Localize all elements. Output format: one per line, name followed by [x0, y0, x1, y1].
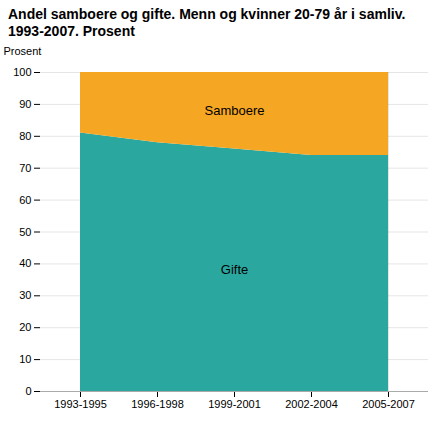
svg-text:10: 10 [19, 353, 31, 365]
svg-text:1993-1995: 1993-1995 [54, 398, 107, 410]
svg-text:60: 60 [19, 194, 31, 206]
svg-text:50: 50 [19, 226, 31, 238]
svg-text:Prosent: Prosent [4, 45, 42, 57]
svg-text:70: 70 [19, 162, 31, 174]
svg-text:100: 100 [13, 66, 31, 78]
svg-text:30: 30 [19, 289, 31, 301]
svg-text:40: 40 [19, 257, 31, 269]
svg-text:2005-2007: 2005-2007 [362, 398, 415, 410]
svg-text:1996-1998: 1996-1998 [131, 398, 184, 410]
svg-text:Gifte: Gifte [221, 262, 248, 277]
svg-text:20: 20 [19, 321, 31, 333]
html-text:Andel samboere og gifte. Menn: Andel samboere og gifte. Menn og kvinner… [8, 6, 406, 39]
svg-text:1999-2001: 1999-2001 [208, 398, 261, 410]
svg-text:Samboere: Samboere [205, 103, 265, 118]
svg-text:90: 90 [19, 98, 31, 110]
svg-text:80: 80 [19, 130, 31, 142]
svg-text:2002-2004: 2002-2004 [285, 398, 338, 410]
svg-text:0: 0 [25, 385, 31, 397]
